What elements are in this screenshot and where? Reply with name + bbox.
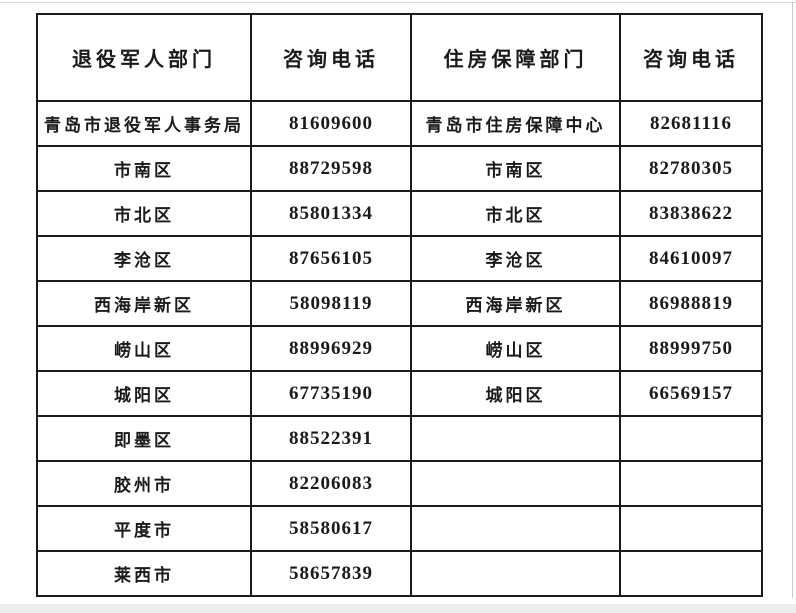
dept-cell: 青岛市住房保障中心: [410, 100, 621, 147]
phone-cell: [619, 460, 763, 507]
dept-cell: 市南区: [36, 145, 252, 192]
dept-cell: 城阳区: [410, 370, 621, 417]
phone-cell: [619, 550, 763, 597]
table-row: 平度市 58580617: [36, 505, 763, 552]
dept-cell: 李沧区: [410, 235, 621, 282]
header-housing-dept: 住房保障部门: [410, 13, 621, 102]
phone-cell: 66569157: [619, 370, 763, 417]
table-row: 李沧区 87656105 李沧区 84610097: [36, 235, 763, 282]
page-bottom-strip: [0, 604, 796, 613]
phone-cell: 87656105: [250, 235, 412, 282]
dept-cell: 莱西市: [36, 550, 252, 597]
phone-cell: 82780305: [619, 145, 763, 192]
dept-cell: 李沧区: [36, 235, 252, 282]
dept-cell: 即墨区: [36, 415, 252, 462]
header-phone-2: 咨询电话: [619, 13, 763, 102]
table-row: 莱西市 58657839: [36, 550, 763, 597]
dept-cell: 崂山区: [36, 325, 252, 372]
phone-cell: 88999750: [619, 325, 763, 372]
phone-cell: [619, 505, 763, 552]
table-row: 青岛市退役军人事务局 81609600 青岛市住房保障中心 82681116: [36, 100, 763, 147]
dept-cell: 市北区: [36, 190, 252, 237]
dept-cell: 青岛市退役军人事务局: [36, 100, 252, 147]
phone-cell: 58657839: [250, 550, 412, 597]
dept-cell: 胶州市: [36, 460, 252, 507]
table-row: 崂山区 88996929 崂山区 88999750: [36, 325, 763, 372]
dept-cell: 城阳区: [36, 370, 252, 417]
phone-cell: 83838622: [619, 190, 763, 237]
phone-cell: 88729598: [250, 145, 412, 192]
table-header-row: 退役军人部门 咨询电话 住房保障部门 咨询电话: [36, 13, 763, 102]
dept-cell: [410, 505, 621, 552]
phone-cell: 58580617: [250, 505, 412, 552]
dept-cell: 市南区: [410, 145, 621, 192]
table-row: 市北区 85801334 市北区 83838622: [36, 190, 763, 237]
phone-cell: 58098119: [250, 280, 412, 327]
phone-cell: 86988819: [619, 280, 763, 327]
dept-cell: [410, 415, 621, 462]
phone-cell: 82681116: [619, 100, 763, 147]
table-row: 即墨区 88522391: [36, 415, 763, 462]
phone-cell: 81609600: [250, 100, 412, 147]
page-right-hairline: [792, 2, 793, 598]
phone-cell: 85801334: [250, 190, 412, 237]
page-top-hairline: [0, 2, 796, 3]
header-phone-1: 咨询电话: [250, 13, 412, 102]
table-row: 西海岸新区 58098119 西海岸新区 86988819: [36, 280, 763, 327]
phone-cell: 84610097: [619, 235, 763, 282]
dept-cell: 崂山区: [410, 325, 621, 372]
header-veterans-dept: 退役军人部门: [36, 13, 252, 102]
phone-cell: 88522391: [250, 415, 412, 462]
dept-cell: 市北区: [410, 190, 621, 237]
dept-cell: [410, 460, 621, 507]
phone-cell: [619, 415, 763, 462]
contact-phone-table: 退役军人部门 咨询电话 住房保障部门 咨询电话 青岛市退役军人事务局 81609…: [36, 13, 763, 597]
dept-cell: 西海岸新区: [36, 280, 252, 327]
table-row: 胶州市 82206083: [36, 460, 763, 507]
dept-cell: [410, 550, 621, 597]
phone-cell: 88996929: [250, 325, 412, 372]
dept-cell: 平度市: [36, 505, 252, 552]
phone-cell: 67735190: [250, 370, 412, 417]
table-row: 市南区 88729598 市南区 82780305: [36, 145, 763, 192]
table-row: 城阳区 67735190 城阳区 66569157: [36, 370, 763, 417]
dept-cell: 西海岸新区: [410, 280, 621, 327]
phone-cell: 82206083: [250, 460, 412, 507]
